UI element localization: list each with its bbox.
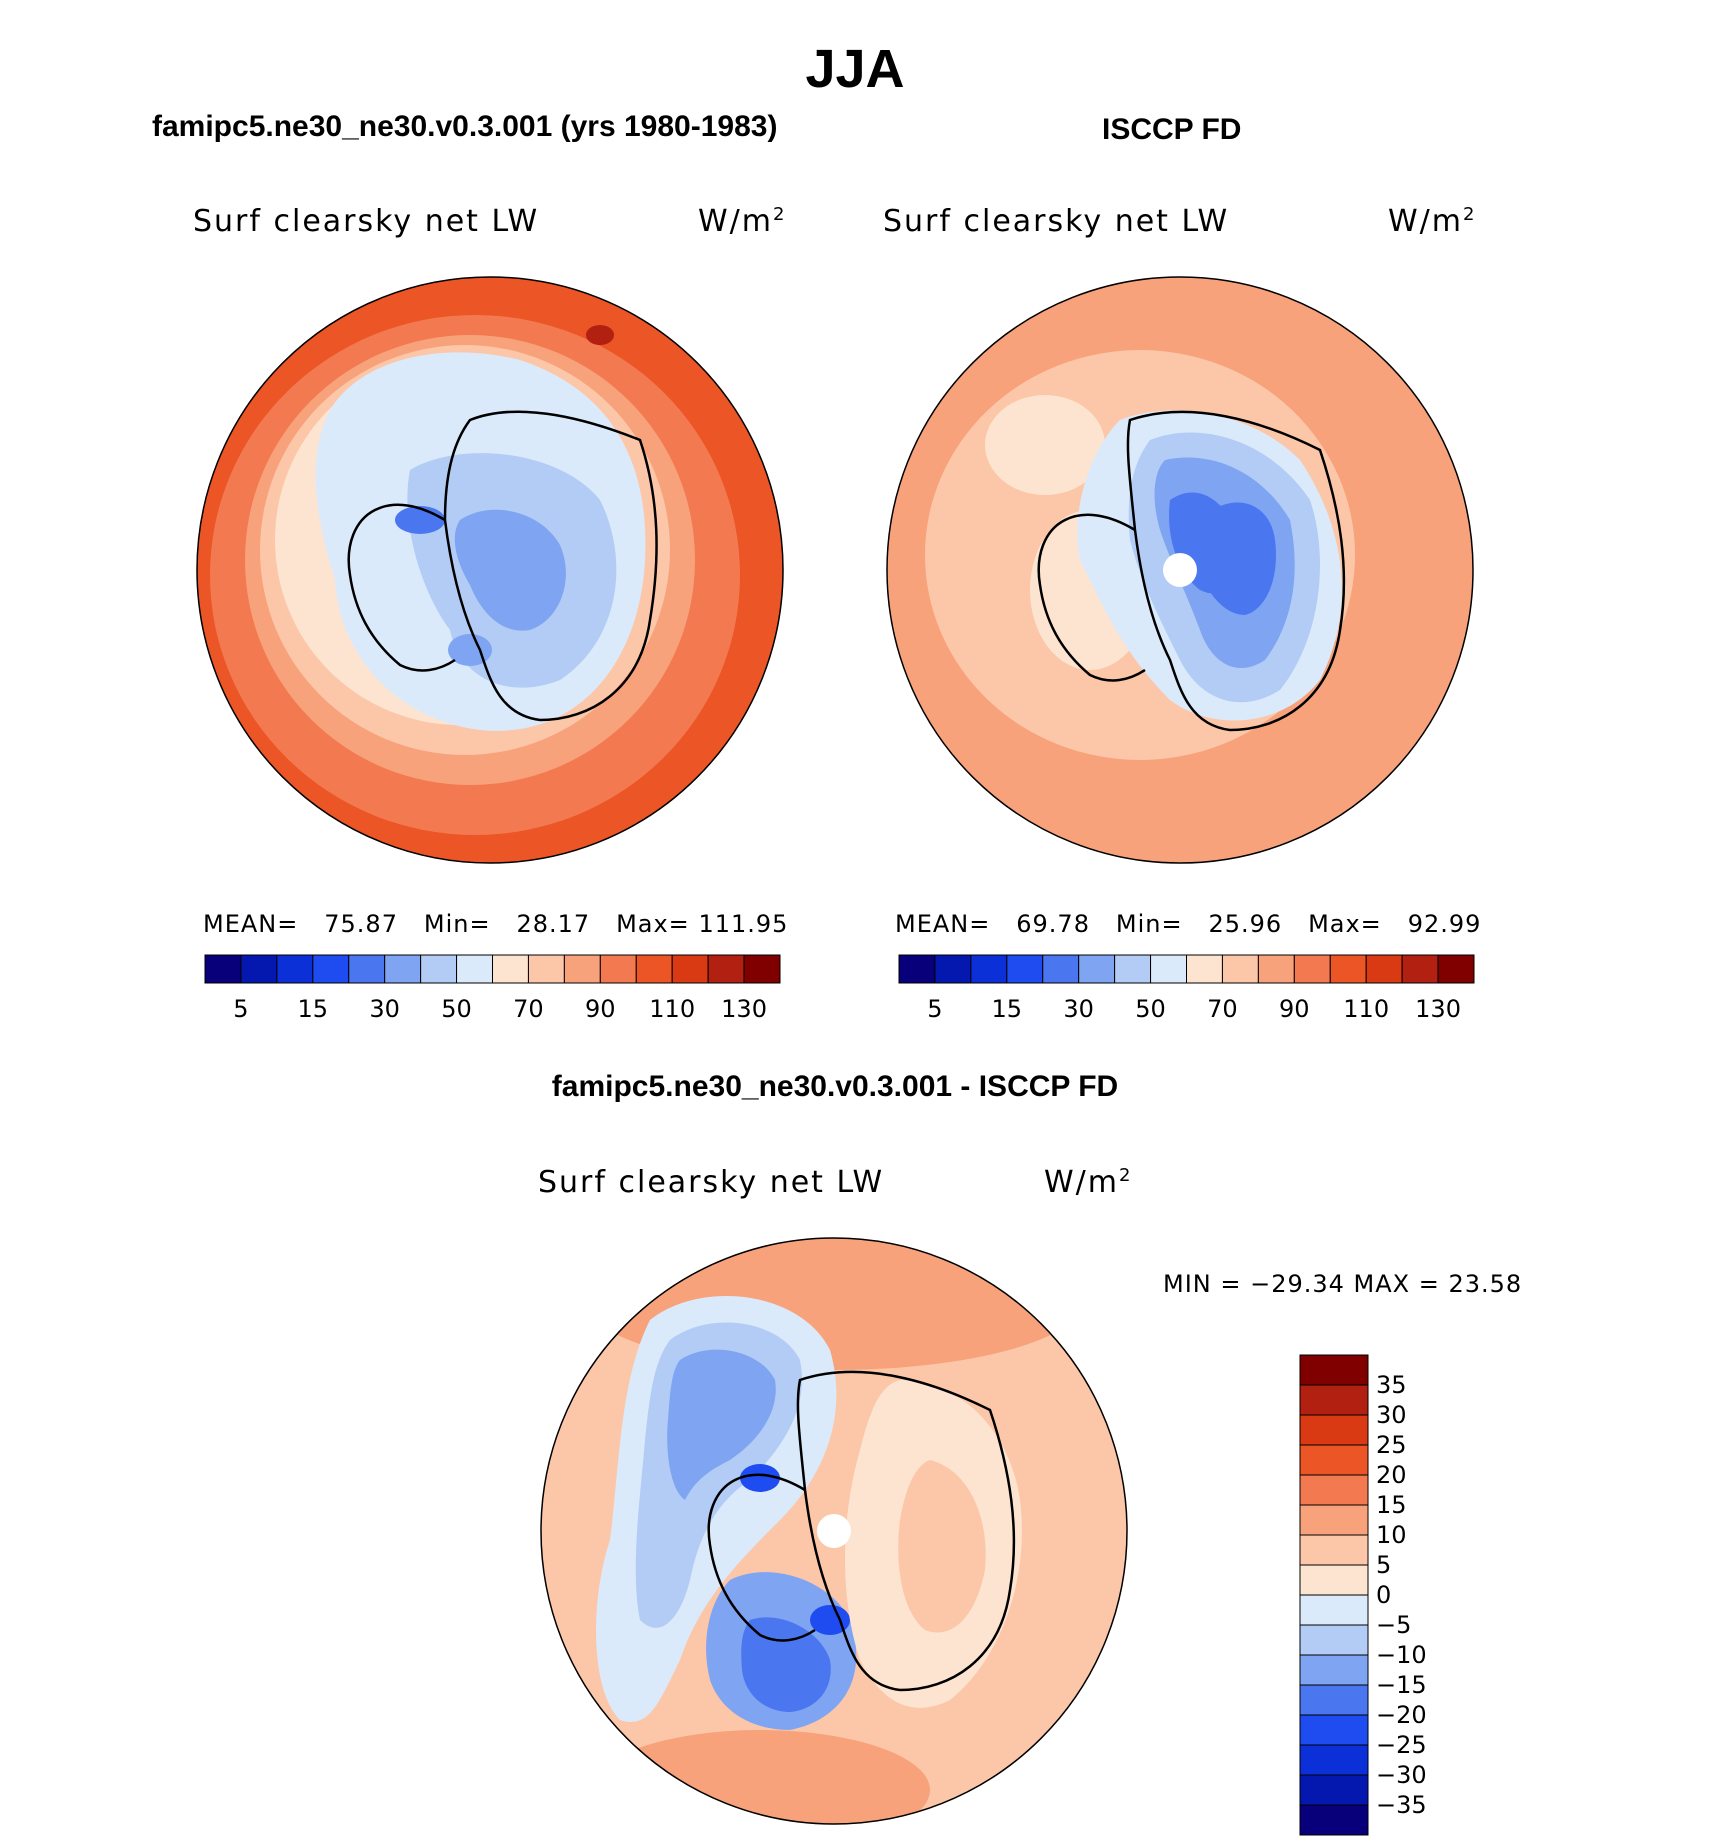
difference-colorbar-swatch	[1299, 1624, 1369, 1656]
difference-colorbar-tick-label: −10	[1376, 1641, 1427, 1669]
difference-colorbar-tick-label: −35	[1376, 1791, 1427, 1819]
difference-colorbar-swatch	[1299, 1504, 1369, 1536]
difference-colorbar-tick-label: −30	[1376, 1761, 1427, 1789]
difference-colorbar-swatch	[1299, 1534, 1369, 1566]
panel-1-colorbar-swatch	[707, 954, 745, 984]
panel-2-colorbar-swatch	[1186, 954, 1223, 984]
difference-colorbar-tick-label: 20	[1376, 1461, 1407, 1489]
panel-1-colorbar-tick-label: 50	[441, 995, 472, 1023]
difference-colorbar-tick-label: 5	[1376, 1551, 1392, 1579]
panel-1-colorbar-swatch	[420, 954, 458, 984]
difference-colorbar-tick-label: 30	[1376, 1401, 1407, 1429]
difference-stats: MIN = −29.34 MAX = 23.58	[1163, 1270, 1523, 1298]
panel-2-colorbar-swatch	[1114, 954, 1152, 984]
panel-2-colorbar-swatch	[1006, 954, 1044, 984]
panel-2-colorbar-tick-label: 90	[1279, 995, 1310, 1023]
panel-2-colorbar-swatch	[1293, 954, 1331, 984]
panel-2-colorbar-swatch	[1329, 954, 1367, 984]
panel-1-colorbar-swatch	[563, 954, 601, 984]
panel-2-colorbar-tick-label: 30	[1063, 995, 1094, 1023]
panel-1-variable-label: Surf clearsky net LW	[193, 204, 540, 239]
difference-colorbar-tick-label: −5	[1376, 1611, 1412, 1639]
panel-1-colorbar-tick-label: 15	[297, 995, 329, 1023]
panel-1-colorbar-swatch	[671, 954, 709, 984]
panel-2-colorbar-swatch	[1401, 954, 1439, 984]
difference-colorbar-swatch	[1299, 1594, 1369, 1626]
panel-1-colorbar-swatch	[276, 954, 314, 984]
difference-colorbar-tick-label: 10	[1376, 1521, 1407, 1549]
difference-colorbar-tick-label: 25	[1376, 1431, 1407, 1459]
panel-1-colorbar-swatch	[492, 954, 529, 984]
panel-1-colorbar-swatch	[743, 954, 781, 984]
difference-variable-label: Surf clearsky net LW	[538, 1165, 885, 1200]
figure-title: JJA	[805, 39, 905, 99]
panel-1-colorbar-tick-label: 30	[369, 995, 400, 1023]
panel-2-colorbar-swatch	[1078, 954, 1116, 984]
panel-2-colorbar-tick-label: 50	[1135, 995, 1166, 1023]
panel-2-colorbar-swatch	[1257, 954, 1295, 984]
difference-colorbar-swatch	[1299, 1714, 1369, 1746]
panel-2-colorbar-swatch	[1221, 954, 1259, 984]
panel-1-colorbar-swatch	[240, 954, 278, 984]
difference-title: famipc5.ne30_ne30.v0.3.001 - ISCCP FD	[551, 1070, 1119, 1103]
difference-colorbar-tick-label: −15	[1376, 1671, 1427, 1699]
difference-colorbar-swatch	[1299, 1684, 1369, 1716]
panel-1-stats: MEAN= 75.87 Min= 28.17 Max= 111.95	[203, 910, 789, 938]
panel-1-colorbar-tick-label: 90	[585, 995, 616, 1023]
panel-2-colorbar-tick-label: 110	[1343, 995, 1390, 1023]
panel-2-colorbar-swatch	[970, 954, 1008, 984]
panel-2-title: ISCCP FD	[1102, 113, 1242, 146]
difference-colorbar	[1299, 1354, 1369, 1836]
difference-colorbar-swatch	[1299, 1444, 1369, 1476]
difference-colorbar-swatch	[1299, 1804, 1369, 1836]
panel-1-title: famipc5.ne30_ne30.v0.3.001 (yrs 1980-198…	[152, 110, 778, 143]
panel-2-colorbar-swatch	[1150, 954, 1187, 984]
difference-colorbar-tick-label: 35	[1376, 1371, 1407, 1399]
difference-colorbar-tick-label: 0	[1376, 1581, 1392, 1609]
difference-colorbar-swatch	[1299, 1654, 1369, 1686]
difference-colorbar-swatch	[1299, 1774, 1369, 1806]
difference-map	[541, 1238, 1127, 1824]
panel-2-colorbar-tick-label: 15	[991, 995, 1023, 1023]
panel-1-colorbar-tick-label: 110	[649, 995, 696, 1023]
panel-1-colorbar-tick-label: 5	[233, 995, 249, 1023]
panel-1-colorbar-swatch	[527, 954, 565, 984]
difference-colorbar-swatch	[1299, 1354, 1369, 1386]
panel-2-variable-label: Surf clearsky net LW	[883, 204, 1230, 239]
panel-1-colorbar-swatch	[384, 954, 422, 984]
panel-1-colorbar-swatch	[312, 954, 350, 984]
panel-2-map	[887, 277, 1473, 863]
difference-units-label: W/m2	[1044, 1165, 1133, 1200]
panel-1-colorbar-swatch	[348, 954, 386, 984]
panel-1-colorbar	[204, 954, 781, 984]
difference-colorbar-swatch	[1299, 1474, 1369, 1506]
panel-2-colorbar-swatch	[934, 954, 972, 984]
difference-colorbar-swatch	[1299, 1564, 1369, 1596]
difference-colorbar-swatch	[1299, 1744, 1369, 1776]
panel-1-colorbar-tick-label: 70	[513, 995, 544, 1023]
panel-2-colorbar-swatch	[1365, 954, 1403, 984]
panel-1-units-label: W/m2	[698, 204, 787, 239]
panel-2-colorbar	[898, 954, 1475, 984]
panel-2-units-label: W/m2	[1388, 204, 1477, 239]
panel-1-map	[197, 277, 783, 863]
panel-2-colorbar-tick-label: 70	[1207, 995, 1238, 1023]
panel-2-stats: MEAN= 69.78 Min= 25.96 Max= 92.99	[895, 910, 1482, 938]
panel-1-colorbar-swatch	[635, 954, 673, 984]
difference-colorbar-swatch	[1299, 1414, 1369, 1446]
panel-2-colorbar-swatch	[898, 954, 936, 984]
difference-colorbar-tick-label: −20	[1376, 1701, 1427, 1729]
panel-2-colorbar-tick-label: 5	[927, 995, 943, 1023]
difference-colorbar-tick-label: −25	[1376, 1731, 1427, 1759]
panel-2-colorbar-swatch	[1042, 954, 1080, 984]
panel-2-colorbar-tick-label: 130	[1415, 995, 1461, 1023]
difference-colorbar-swatch	[1299, 1384, 1369, 1416]
panel-1-colorbar-swatch	[456, 954, 493, 984]
panel-1-colorbar-swatch	[599, 954, 637, 984]
panel-2-colorbar-swatch	[1437, 954, 1475, 984]
panel-1-colorbar-swatch	[204, 954, 242, 984]
panel-1-colorbar-tick-label: 130	[721, 995, 767, 1023]
difference-colorbar-tick-label: 15	[1376, 1491, 1407, 1519]
